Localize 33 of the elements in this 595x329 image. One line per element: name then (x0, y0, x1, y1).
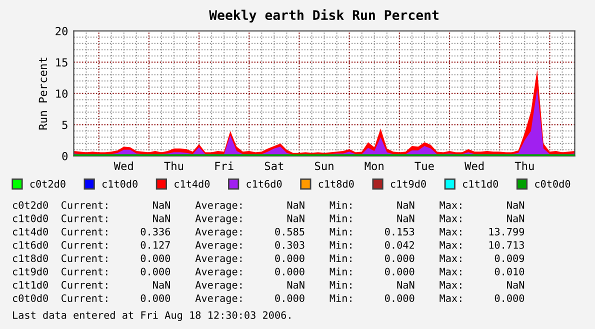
x-tick-label: Thu (164, 162, 184, 170)
x-tick-label: Thu (514, 162, 534, 170)
text: c1t1d0 Current: NaN Average: NaN Min: NaN Max: NaN (12, 280, 524, 291)
text: c1t6d0 Current: 0.127 Average: 0.303 Min: 0.042 Max: 10.713 (12, 240, 524, 251)
text: c1t8d0 Current: 0.000 Average: 0.000 Min: 0.000 Max: 0.009 (12, 254, 524, 264)
legend-label: c1t4d0 (174, 180, 210, 188)
x-tick-label: Wed (464, 162, 484, 170)
y-tick-label: 5 (62, 120, 68, 130)
text: c0t2d0 Current: NaN Average: NaN Min: NaN Max: NaN (12, 201, 524, 211)
legend-label: c1t8d0 (318, 180, 354, 188)
x-tick-label: Wed (114, 162, 133, 170)
legend-label: c0t0d0 (535, 180, 570, 188)
x-tick-label: Sat (264, 162, 284, 170)
legend-label: c1t1d0 (463, 180, 498, 188)
legend-label: c1t6d0 (246, 180, 282, 188)
legend-label: c1t9d0 (390, 180, 426, 188)
x-tick-label: Mon (364, 162, 384, 170)
chart-title: Weekly earth Disk Run Percent (209, 9, 438, 23)
text: c1t0d0 Current: NaN Average: NaN Min: NaN Max: NaN (12, 214, 524, 224)
x-tick-label: Tue (414, 162, 434, 170)
x-tick-label: Sun (314, 162, 334, 170)
y-axis-title: Run Percent (38, 58, 48, 130)
text: c1t9d0 Current: 0.000 Average: 0.000 Min: 0.000 Max: 0.010 (12, 268, 524, 278)
y-tick-label: 15 (56, 58, 68, 67)
legend-label: c1t0d0 (102, 180, 138, 188)
x-tick-label: Fri (215, 162, 234, 170)
text: Last data entered at Fri Aug 18 12:30:03 2006. (13, 311, 290, 321)
y-tick-label: 20 (56, 26, 68, 36)
text: c0t0d0 Current: 0.000 Average: 0.000 Min: 0.000 Max: 0.000 (12, 294, 524, 304)
text: c1t4d0 Current: 0.336 Average: 0.585 Min: 0.153 Max: 13.799 (12, 228, 524, 238)
legend-label: c0t2d0 (30, 180, 66, 188)
y-tick-label: 10 (56, 89, 68, 98)
y-tick-label: 0 (62, 152, 68, 160)
